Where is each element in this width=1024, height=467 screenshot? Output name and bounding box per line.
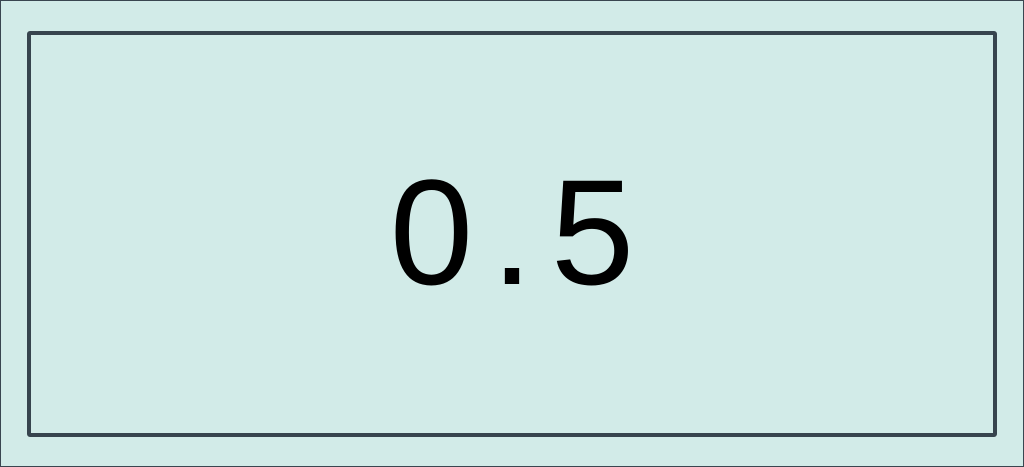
- value-readout: 0.5: [389, 148, 653, 316]
- value-display-panel: 0.5: [27, 31, 997, 437]
